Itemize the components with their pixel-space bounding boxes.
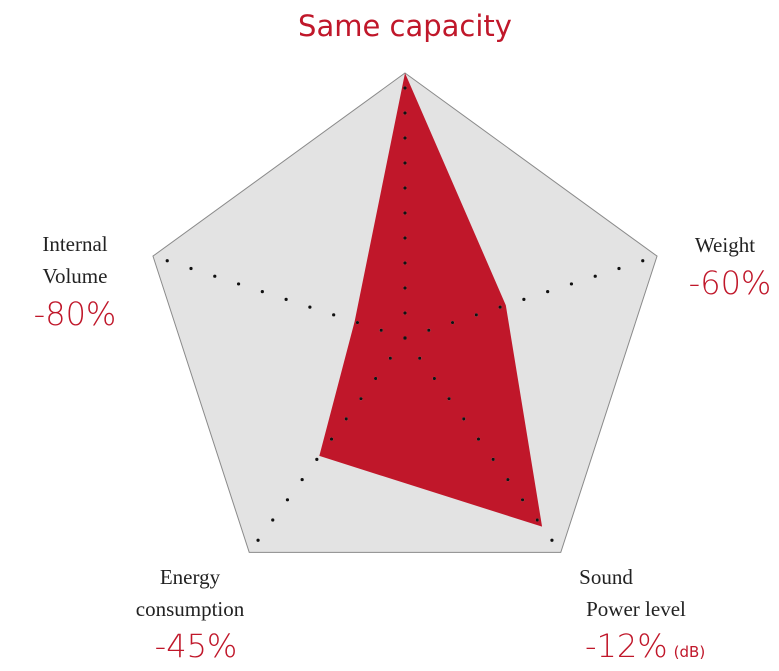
axis-dot <box>284 297 288 301</box>
axis-dot <box>300 477 304 482</box>
axis-dot <box>476 437 481 441</box>
axis-dot <box>285 498 290 502</box>
axis-dot <box>344 417 348 421</box>
axis-dot <box>403 136 407 140</box>
axis-dot <box>617 266 621 271</box>
axis-dot <box>418 356 422 360</box>
axis-dot <box>432 376 436 381</box>
axis-dot <box>569 282 574 286</box>
axis-dot <box>403 261 407 265</box>
axis-dot <box>491 457 495 461</box>
axis-dot <box>379 328 383 332</box>
axis-dot <box>474 313 478 317</box>
axis-dot <box>332 313 336 317</box>
axis-dot <box>520 498 525 502</box>
value-label: -60% <box>689 264 772 302</box>
axis-dot <box>546 290 550 294</box>
axis-dot <box>462 417 466 421</box>
axis-dot <box>189 266 193 271</box>
axis-label: Volume <box>43 264 108 288</box>
axis-dot <box>329 437 334 441</box>
axis-dot <box>359 397 363 401</box>
axis-dot <box>506 477 510 482</box>
axis-dot <box>403 336 407 340</box>
axis-dot <box>403 186 407 190</box>
axis-label: Same capacity <box>298 9 512 43</box>
axis-dot <box>308 305 312 309</box>
axis-label: Weight <box>695 233 755 257</box>
axis-dot <box>236 282 241 286</box>
value-label: -45% <box>155 627 238 665</box>
axis-dot <box>450 320 455 325</box>
axis-dot <box>260 290 264 294</box>
axis-dot <box>403 111 407 115</box>
unit-label: (dB) <box>674 643 706 661</box>
value-label: -12% <box>585 627 668 665</box>
axis-label: Internal <box>42 232 107 256</box>
axis-dot <box>593 274 597 278</box>
axis-dot <box>403 236 407 240</box>
axis-dot <box>213 274 217 278</box>
axis-dot <box>271 518 275 522</box>
axis-dot <box>165 259 169 263</box>
axis-dot <box>256 538 260 542</box>
value-label: -80% <box>34 295 117 333</box>
axis-label: consumption <box>136 597 245 621</box>
axis-dot <box>403 161 407 165</box>
axis-dot <box>315 457 319 461</box>
axis-dot <box>403 86 407 90</box>
axis-dot <box>522 297 526 301</box>
axis-label: Energy <box>160 565 221 589</box>
axis-label: Power level <box>586 597 686 621</box>
axis-dot <box>374 376 378 381</box>
axis-dot <box>355 320 360 325</box>
axis-dot <box>535 518 539 522</box>
axis-label: Sound <box>579 565 633 589</box>
axis-dot <box>550 538 554 542</box>
axis-dot <box>403 211 407 215</box>
axis-dot <box>447 397 451 401</box>
axis-dot <box>388 356 392 360</box>
axis-dot <box>498 305 502 309</box>
data-area <box>319 73 543 527</box>
axis-dot <box>403 286 407 290</box>
axis-dot <box>403 311 407 315</box>
axis-dot <box>641 259 645 263</box>
axis-dot <box>427 328 431 332</box>
